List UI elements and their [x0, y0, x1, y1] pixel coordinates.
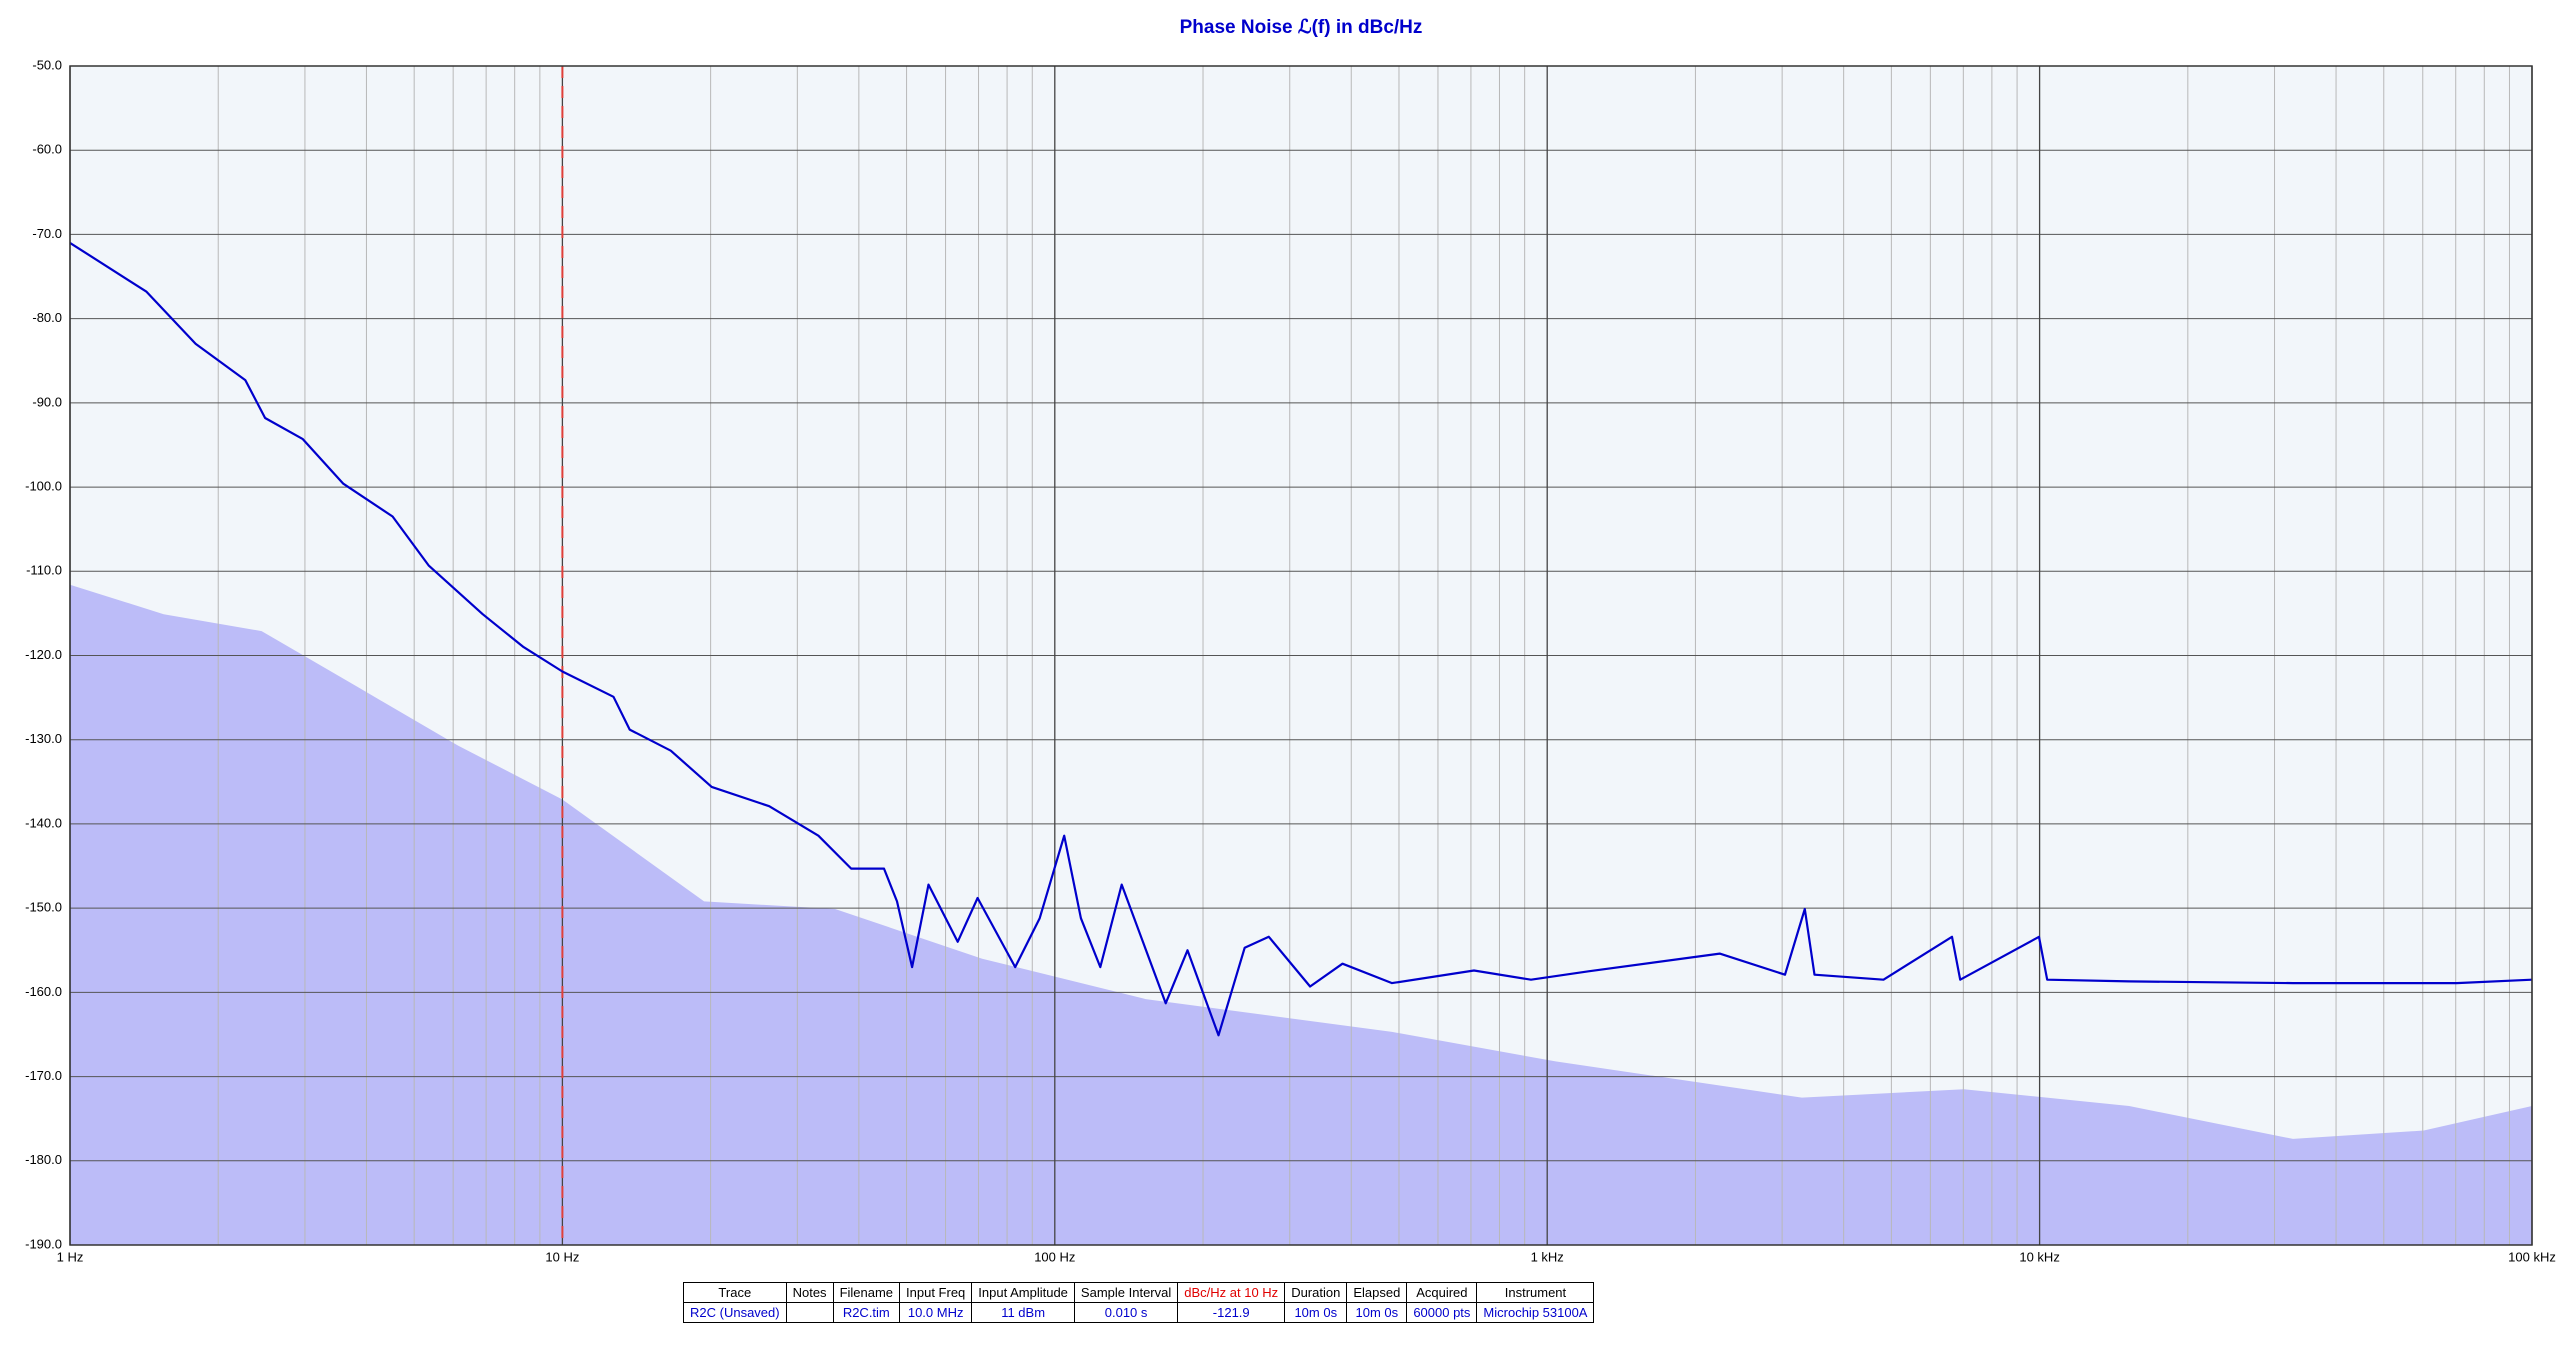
table-row: R2C (Unsaved) R2C.tim 10.0 MHz 11 dBm 0.010 … — [683, 1302, 1595, 1323]
y-tick-label: -60.0 — [32, 142, 62, 157]
y-tick-label: -170.0 — [25, 1068, 62, 1083]
table-cell: Input Amplitude — [971, 1282, 1075, 1303]
x-tick-label: 100 Hz — [1034, 1249, 1075, 1264]
y-tick-label: -70.0 — [32, 226, 62, 241]
y-tick-label: -110.0 — [26, 563, 62, 578]
table-row: Trace Notes Filename Input Freq Input Amplit… — [683, 1282, 1595, 1303]
info-table: Trace Notes Filename Input Freq Input Amplit… — [683, 1282, 1595, 1323]
table-cell: Input Freq — [899, 1282, 973, 1303]
chart-title: Phase Noise ℒ(f) in dBc/Hz — [1180, 17, 1423, 38]
y-tick-label: -120.0 — [25, 647, 62, 662]
y-tick-label: -100.0 — [25, 479, 62, 494]
y-tick-label: -50.0 — [32, 57, 62, 72]
table-cell — [785, 1302, 834, 1323]
y-tick-label: -80.0 — [32, 310, 62, 325]
table-cell: Duration — [1284, 1282, 1348, 1303]
table-cell: 0.010 s — [1073, 1302, 1179, 1323]
table-cell: Elapsed — [1346, 1282, 1408, 1303]
table-cell: 10m 0s — [1346, 1302, 1408, 1323]
table-cell: -121.9 — [1177, 1302, 1286, 1323]
y-tick-label: -180.0 — [25, 1152, 62, 1167]
y-tick-label: -140.0 — [25, 815, 62, 830]
table-cell: R2C (Unsaved) — [683, 1302, 787, 1323]
table-cell: Microchip 53100A — [1476, 1302, 1595, 1323]
x-tick-label: 1 Hz — [57, 1249, 84, 1264]
table-cell: Sample Interval — [1073, 1282, 1179, 1303]
table-cell: 10m 0s — [1284, 1302, 1348, 1323]
y-tick-label: -90.0 — [32, 394, 62, 409]
table-cell: Acquired — [1406, 1282, 1478, 1303]
trace-line — [69, 241, 2533, 1037]
table-cell: Trace — [683, 1282, 787, 1303]
table-cell: Notes — [785, 1282, 834, 1303]
table-cell: 11 dBm — [971, 1302, 1075, 1323]
y-tick-label: -130.0 — [25, 731, 62, 746]
plot-border — [69, 65, 2533, 1246]
y-tick-label: -160.0 — [25, 984, 62, 999]
y-tick-label: -150.0 — [25, 900, 62, 915]
table-cell: 60000 pts — [1406, 1302, 1478, 1323]
chart: Phase Noise ℒ(f) in dBc/Hz -50.0 -60.0 -70… — [25, 17, 2556, 1264]
table-cell: Instrument — [1476, 1282, 1595, 1303]
table-cell: dBc/Hz at 10 Hz — [1177, 1282, 1286, 1303]
noise-floor-area — [70, 584, 2532, 1245]
x-tick-label: 10 Hz — [545, 1249, 579, 1264]
x-tick-label: 1 kHz — [1531, 1249, 1564, 1264]
x-tick-label: 100 kHz — [2508, 1249, 2556, 1264]
table-cell: Filename — [832, 1282, 901, 1303]
table-cell: R2C.tim — [832, 1302, 901, 1323]
x-tick-label: 10 kHz — [2019, 1249, 2059, 1264]
y-tick-label: -190.0 — [25, 1236, 62, 1251]
table-cell: 10.0 MHz — [899, 1302, 973, 1323]
